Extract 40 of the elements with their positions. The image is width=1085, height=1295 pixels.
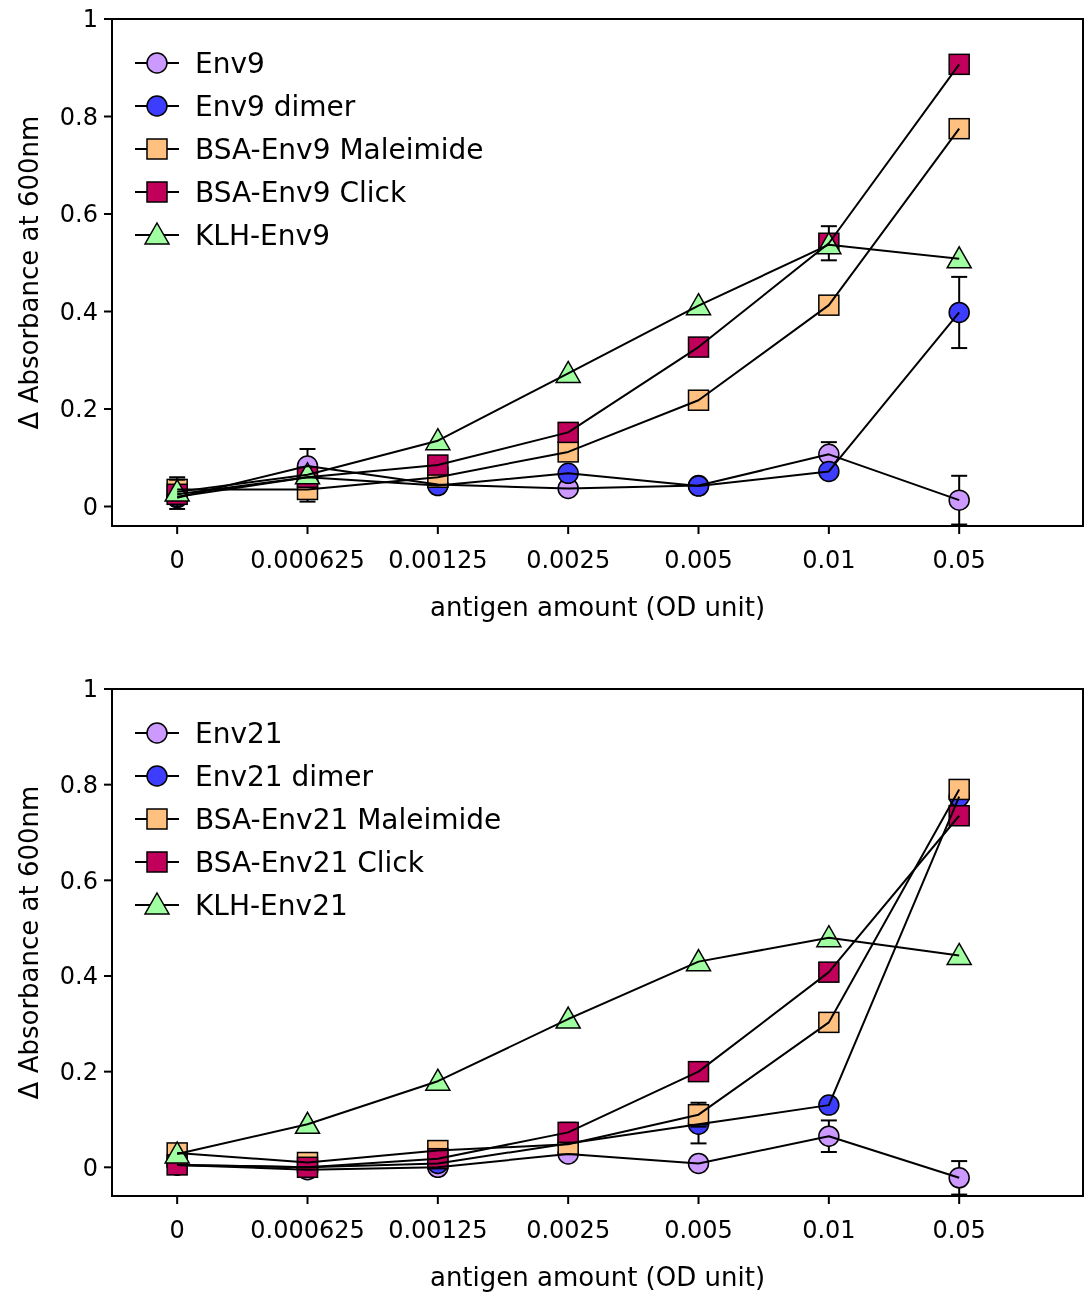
legend-label: Env9: [195, 46, 265, 80]
y-tick-label: 0.2: [59, 395, 98, 424]
y-tick-label: 0: [82, 492, 98, 521]
x-tick-label: 0.000625: [250, 546, 365, 574]
x-tick-label: 0.005: [664, 1216, 733, 1244]
x-axis-title: antigen amount (OD unit): [429, 1262, 766, 1292]
x-tick-label: 0.005: [664, 546, 733, 574]
legend-label: Env21: [195, 716, 283, 750]
legend-label: Env21 dimer: [195, 759, 374, 793]
y-tick-label: 0.6: [59, 200, 98, 229]
x-tick-label: 0.01: [802, 546, 856, 574]
x-tick-label: 0.00125: [388, 546, 488, 574]
y-tick-label: 0.2: [59, 1058, 98, 1087]
legend-label: BSA-Env9 Maleimide: [195, 132, 484, 166]
legend-label: BSA-Env9 Click: [195, 175, 407, 209]
x-tick-label: 0.01: [802, 1216, 856, 1244]
x-tick-label: 0.00125: [388, 1216, 488, 1244]
y-tick-label: 0.6: [59, 866, 98, 895]
y-tick-label: 0.8: [59, 771, 98, 800]
x-tick-label: 0.000625: [250, 1216, 365, 1244]
x-tick-label: 0.05: [932, 1216, 986, 1244]
x-tick-label: 0: [169, 546, 185, 574]
x-tick-label: 0.0025: [526, 1216, 611, 1244]
x-tick-label: 0: [169, 1216, 185, 1244]
legend-label: BSA-Env21 Maleimide: [195, 802, 502, 836]
x-tick-label: 0.05: [932, 546, 986, 574]
y-tick-label: 1: [82, 675, 98, 704]
y-tick-label: 0.8: [59, 102, 98, 131]
x-axis-title: antigen amount (OD unit): [429, 592, 766, 622]
y-tick-label: 0.4: [59, 962, 98, 991]
y-tick-label: 0.4: [59, 297, 98, 326]
y-axis-title: Δ Absorbance at 600nm: [14, 785, 44, 1100]
legend-label: BSA-Env21 Click: [195, 845, 425, 879]
y-tick-label: 0: [82, 1153, 98, 1182]
legend-label: KLH-Env9: [195, 218, 330, 252]
y-tick-label: 1: [82, 5, 98, 34]
legend-label: KLH-Env21: [195, 888, 348, 922]
x-tick-label: 0.0025: [526, 546, 611, 574]
y-axis-title: Δ Absorbance at 600nm: [14, 115, 44, 430]
legend-label: Env9 dimer: [195, 89, 356, 123]
